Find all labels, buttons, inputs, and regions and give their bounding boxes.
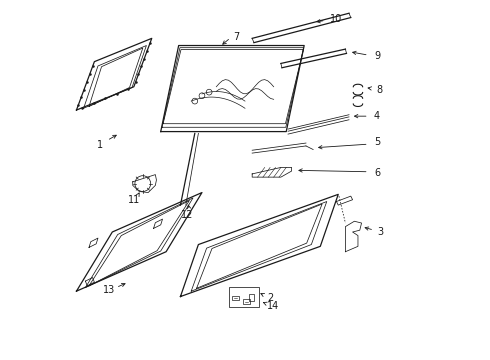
Text: 7: 7 <box>234 32 240 41</box>
Text: 14: 14 <box>267 301 279 311</box>
Text: 1: 1 <box>97 140 103 150</box>
Text: 4: 4 <box>374 111 380 121</box>
Text: 8: 8 <box>376 85 383 95</box>
Text: 6: 6 <box>374 168 380 178</box>
Text: 13: 13 <box>102 285 115 296</box>
Text: 9: 9 <box>375 51 381 61</box>
Bar <box>249 294 254 301</box>
Text: 12: 12 <box>181 210 194 220</box>
Text: 5: 5 <box>374 138 380 147</box>
Bar <box>243 300 250 304</box>
Bar <box>232 296 239 300</box>
Text: 2: 2 <box>268 293 274 303</box>
Bar <box>229 287 259 307</box>
Text: 3: 3 <box>377 227 384 237</box>
Text: 11: 11 <box>128 195 140 206</box>
Text: 10: 10 <box>330 14 343 24</box>
